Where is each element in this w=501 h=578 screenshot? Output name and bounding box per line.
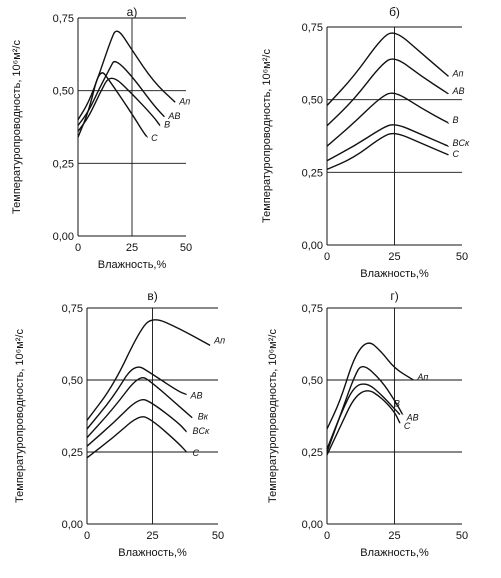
y-axis-label: Температуропроводность, 10⁶м²/с bbox=[267, 329, 279, 503]
series-label: AB bbox=[406, 413, 419, 423]
x-tick-label: 50 bbox=[180, 242, 192, 254]
series-line-4 bbox=[326, 390, 401, 456]
y-tick-label: 0,00 bbox=[53, 231, 74, 243]
series-line-2 bbox=[77, 60, 165, 126]
panel-label: в) bbox=[147, 289, 157, 303]
y-tick-label: 0,00 bbox=[302, 240, 323, 252]
y-tick-label: 0,25 bbox=[302, 447, 323, 459]
x-tick-label: 25 bbox=[146, 530, 158, 542]
panel-label: б) bbox=[389, 5, 400, 19]
series-line-2 bbox=[326, 383, 401, 450]
panel-1: 0,00 0,25 0,50 0,75 0 25 50 Влажность,% Температ… bbox=[11, 5, 192, 271]
series-label: Aп bbox=[452, 68, 464, 78]
series-label: AB bbox=[452, 86, 465, 96]
series-label: BCк bbox=[193, 426, 211, 436]
y-tick-label: 0,00 bbox=[302, 519, 323, 531]
y-tick-label: 0,50 bbox=[302, 375, 323, 387]
y-tick-label: 0,50 bbox=[302, 95, 323, 107]
series-label: AB bbox=[190, 390, 203, 400]
series-line-2 bbox=[326, 58, 450, 127]
series-label: C bbox=[404, 421, 411, 431]
series-line-1 bbox=[77, 30, 176, 121]
series-label: Aп bbox=[213, 335, 225, 345]
series-label: AB bbox=[167, 111, 180, 121]
y-tick-label: 0,50 bbox=[62, 375, 83, 387]
x-tick-label: 25 bbox=[126, 242, 138, 254]
series-label: B bbox=[453, 115, 459, 125]
series-line-3 bbox=[326, 92, 450, 147]
x-tick-label: 50 bbox=[212, 530, 224, 542]
x-tick-label: 0 bbox=[324, 530, 330, 542]
y-tick-label: 0,25 bbox=[302, 167, 323, 179]
series-line-5 bbox=[326, 132, 449, 171]
y-axis-label: Температуропроводность, 10⁶м²/с bbox=[261, 49, 273, 223]
x-tick-label: 0 bbox=[84, 530, 90, 542]
y-axis-label: Температуропроводность, 10⁶м²/с bbox=[11, 40, 23, 214]
x-axis-label: Влажность,% bbox=[360, 547, 429, 559]
x-tick-label: 25 bbox=[388, 530, 400, 542]
series-line-4 bbox=[86, 399, 188, 447]
series-line-5 bbox=[86, 416, 188, 459]
x-tick-label: 50 bbox=[456, 251, 468, 263]
series-line-3 bbox=[326, 365, 404, 453]
y-axis-label: Температуропроводность, 10⁶м²/с bbox=[14, 329, 26, 503]
series-line-1 bbox=[86, 319, 211, 421]
panel-label: а) bbox=[127, 5, 138, 19]
series-label: C bbox=[151, 133, 158, 143]
x-tick-label: 0 bbox=[324, 251, 330, 263]
series-label: C bbox=[193, 448, 200, 458]
x-axis-label: Влажность,% bbox=[360, 268, 429, 280]
y-tick-label: 0,25 bbox=[62, 447, 83, 459]
x-tick-label: 25 bbox=[388, 251, 400, 263]
panel-4: 0,00 0,25 0,50 0,75 0 25 50 Влажность,% Температ… bbox=[267, 289, 468, 559]
series-line-2 bbox=[86, 366, 188, 430]
panel-3: 0,00 0,25 0,50 0,75 0 25 50 Влажность,% Температ… bbox=[14, 289, 225, 559]
series-line-4 bbox=[77, 72, 148, 138]
y-tick-label: 0,25 bbox=[53, 158, 74, 170]
panel-2: 0,00 0,25 0,50 0,75 0 25 50 Влажность,% Температ… bbox=[261, 5, 470, 280]
y-tick-label: 0,75 bbox=[53, 13, 74, 25]
series-label: BCк bbox=[453, 138, 471, 148]
series-label: Aп bbox=[416, 372, 428, 382]
series-label: Aп bbox=[178, 96, 190, 106]
series-label: B bbox=[164, 120, 170, 130]
series-line-3 bbox=[86, 377, 193, 439]
y-tick-label: 0,50 bbox=[53, 86, 74, 98]
y-tick-label: 0,75 bbox=[302, 303, 323, 315]
series-line-1 bbox=[326, 32, 449, 106]
y-tick-label: 0,75 bbox=[62, 303, 83, 315]
series-label: Bк bbox=[198, 411, 209, 421]
panel-label: г) bbox=[390, 289, 398, 303]
y-tick-label: 0,00 bbox=[62, 519, 83, 531]
series-label: C bbox=[453, 149, 460, 159]
x-axis-label: Влажность,% bbox=[118, 547, 187, 559]
series-line-1 bbox=[326, 342, 414, 430]
x-tick-label: 50 bbox=[456, 530, 468, 542]
y-tick-label: 0,75 bbox=[302, 22, 323, 34]
x-axis-label: Влажность,% bbox=[98, 259, 167, 271]
x-tick-label: 0 bbox=[75, 242, 81, 254]
series-line-4 bbox=[326, 124, 450, 162]
